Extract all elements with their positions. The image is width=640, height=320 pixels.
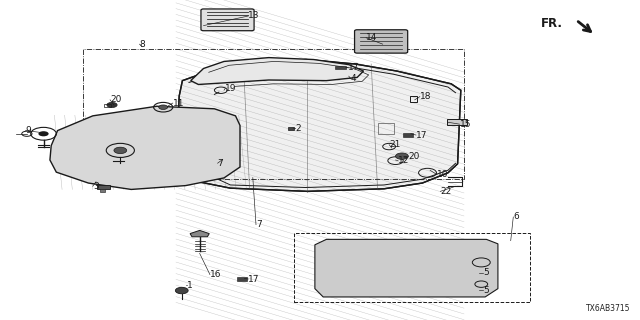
- Text: 17: 17: [248, 275, 260, 284]
- Polygon shape: [50, 106, 240, 189]
- Text: 3: 3: [93, 182, 99, 191]
- Polygon shape: [176, 60, 461, 191]
- Bar: [378, 123, 394, 134]
- Text: 1: 1: [187, 281, 193, 290]
- Text: 8: 8: [140, 40, 145, 49]
- Text: 5: 5: [483, 268, 489, 277]
- Circle shape: [107, 102, 117, 108]
- Circle shape: [396, 153, 408, 159]
- Text: 5: 5: [483, 286, 489, 295]
- Text: 20: 20: [110, 95, 122, 104]
- Text: 19: 19: [225, 84, 237, 93]
- Text: 13: 13: [248, 12, 260, 20]
- Bar: [403, 133, 413, 137]
- FancyBboxPatch shape: [201, 9, 254, 31]
- Text: 9: 9: [26, 126, 31, 135]
- Text: 14: 14: [366, 33, 378, 42]
- Text: 16: 16: [210, 270, 221, 279]
- Text: 17: 17: [348, 63, 360, 72]
- Circle shape: [159, 105, 168, 109]
- FancyBboxPatch shape: [355, 30, 408, 53]
- Polygon shape: [315, 239, 498, 297]
- Text: FR.: FR.: [541, 17, 563, 29]
- Text: 2: 2: [296, 124, 301, 133]
- Bar: [288, 127, 294, 130]
- Text: 4: 4: [351, 74, 356, 83]
- Text: TX6AB3715: TX6AB3715: [586, 304, 630, 313]
- Text: 21: 21: [389, 140, 401, 149]
- Bar: [294, 233, 530, 302]
- Text: 22: 22: [440, 187, 452, 196]
- Text: 7: 7: [218, 159, 223, 168]
- Bar: [335, 66, 346, 69]
- Bar: [447, 119, 467, 125]
- Text: 7: 7: [256, 220, 262, 229]
- Bar: [83, 49, 464, 179]
- Text: 18: 18: [420, 92, 431, 101]
- Text: 11: 11: [173, 99, 184, 108]
- Bar: [237, 277, 247, 281]
- Circle shape: [114, 147, 127, 154]
- Bar: [104, 104, 111, 107]
- Polygon shape: [191, 58, 364, 84]
- Polygon shape: [190, 230, 209, 237]
- Bar: [100, 189, 105, 192]
- Text: 10: 10: [437, 170, 449, 179]
- Text: 6: 6: [513, 212, 519, 221]
- Text: 20: 20: [408, 152, 420, 161]
- Bar: [410, 96, 417, 102]
- Text: 15: 15: [460, 120, 471, 129]
- Bar: [97, 185, 110, 189]
- Circle shape: [175, 287, 188, 294]
- Text: 12: 12: [398, 156, 410, 165]
- Text: 17: 17: [416, 131, 428, 140]
- Circle shape: [38, 131, 49, 136]
